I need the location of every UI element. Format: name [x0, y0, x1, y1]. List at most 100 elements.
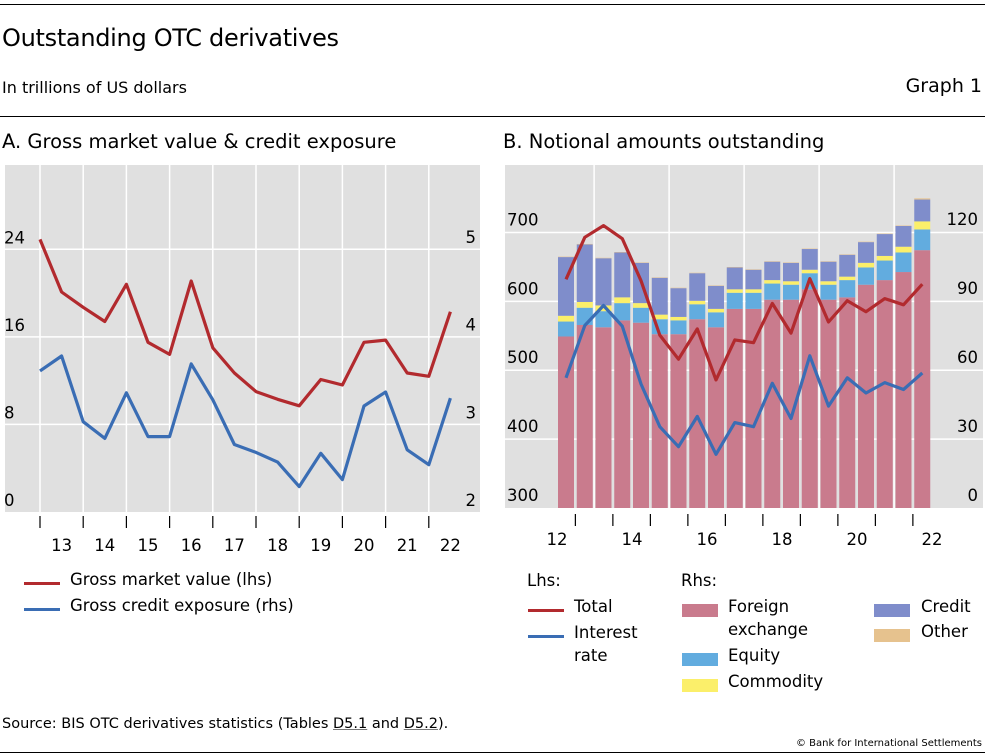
panel-a-left-axis: 0 8 16 24: [4, 228, 25, 510]
y-tick-label-right: 5: [466, 228, 477, 247]
bar-segment-equity: [895, 252, 912, 273]
top-rule: [0, 4, 985, 5]
y-tick-label-right: 2: [466, 491, 477, 510]
legend-label-fx-1: Foreign: [728, 597, 790, 616]
bar-segment-credit: [764, 261, 781, 281]
bar-segment-commodity: [895, 246, 912, 253]
bar-segment-credit: [689, 273, 706, 301]
bar-segment-credit: [801, 249, 818, 270]
bar-segment-credit: [614, 252, 631, 298]
x-tick-label: 12: [547, 530, 568, 549]
bar-segment-foreign-exchange: [801, 289, 818, 508]
source-note: Source: BIS OTC derivatives statistics (…: [2, 716, 448, 732]
panel-b-legend: Lhs: Rhs: Total Interest rate Foreign ex…: [500, 568, 985, 708]
y-tick-label-left: 500: [507, 348, 539, 367]
bar-segment-equity: [745, 292, 762, 309]
bar-segment-commodity: [914, 221, 931, 230]
legend-label-interest-rate-2: rate: [574, 646, 608, 665]
bar-segment-credit: [914, 199, 931, 222]
panel-b-x-axis: 12 14 16 18 20 22: [547, 514, 943, 549]
bar-segment-foreign-exchange: [914, 250, 931, 508]
bar-segment-credit: [595, 258, 612, 306]
bar-segment-foreign-exchange: [595, 327, 612, 508]
legend-swatch-other: [874, 629, 910, 642]
bar-segment-commodity: [876, 255, 893, 261]
header-rule: [0, 116, 985, 117]
legend-line-interest-rate: [528, 635, 564, 638]
bar-segment-commodity: [764, 280, 781, 284]
bar-segment-commodity: [726, 289, 743, 293]
x-tick-label: 22: [440, 536, 461, 555]
panel-b-title: B. Notional amounts outstanding: [503, 130, 825, 153]
y-tick-label-right: 4: [466, 316, 477, 335]
source-link-d5-1[interactable]: D5.1: [333, 716, 368, 732]
bar-segment-equity: [614, 303, 631, 321]
bar-segment-equity: [764, 283, 781, 300]
legend-line-blue: [24, 608, 60, 611]
y-tick-label-right: 0: [968, 486, 979, 505]
bar-segment-foreign-exchange: [708, 327, 724, 508]
bar-segment-equity: [595, 311, 612, 328]
bar-segment-foreign-exchange: [633, 322, 649, 508]
source-link-d5-2[interactable]: D5.2: [403, 716, 438, 732]
x-tick-label: 16: [697, 530, 718, 549]
bar-segment-foreign-exchange: [726, 308, 743, 508]
bar-segment-foreign-exchange: [670, 334, 687, 508]
bar-segment-commodity: [745, 289, 762, 293]
bar-segment-commodity: [689, 300, 706, 305]
bar-segment-commodity: [614, 297, 631, 304]
bar-segment-foreign-exchange: [576, 324, 593, 508]
x-tick-label: 14: [622, 530, 643, 549]
bar-segment-equity: [858, 267, 874, 285]
panel-b-right-axis: 0 30 60 90 120: [947, 210, 979, 505]
legend-label: Gross market value (lhs): [70, 570, 273, 589]
bar-segment-credit: [858, 242, 874, 263]
legend-label-credit: Credit: [921, 597, 971, 616]
bar-segment-equity: [576, 307, 593, 325]
source-mid: and: [367, 716, 404, 732]
bar-segment-foreign-exchange: [614, 320, 631, 508]
x-tick-label: 20: [847, 530, 868, 549]
bar-segment-commodity: [858, 262, 874, 268]
y-tick-label-left: 16: [4, 316, 25, 335]
bar-segment-commodity: [651, 314, 668, 320]
legend-label-other: Other: [921, 622, 968, 641]
x-tick-label: 14: [94, 536, 115, 555]
bar-segment-equity: [689, 304, 706, 320]
x-tick-label: 18: [772, 530, 793, 549]
bar-segment-credit: [783, 262, 799, 282]
bar-segment-commodity: [595, 305, 612, 312]
y-tick-label-left: 24: [4, 228, 25, 247]
bar-segment-credit: [876, 234, 893, 256]
panel-b-chart: 300 400 500 600 700 0 30 60 90 120 12 14 16 18 20 22: [505, 165, 983, 549]
legend-line-total: [528, 609, 564, 612]
source-suffix: ).: [437, 716, 449, 732]
legend-lhs-heading: Lhs:: [527, 571, 561, 590]
y-tick-label-right: 120: [947, 210, 979, 229]
x-tick-label: 18: [267, 536, 288, 555]
bar-segment-commodity: [558, 315, 574, 322]
panel-a-x-axis: 13 14 15 16 17 18 19 20 21 22: [39, 516, 461, 555]
graph-number: Graph 1: [905, 75, 982, 97]
bar-segment-commodity: [670, 316, 687, 321]
panel-a-lines: [38, 238, 452, 489]
bar-segment-credit: [839, 254, 856, 277]
legend-line-red: [24, 582, 60, 585]
bar-segment-credit: [670, 288, 687, 317]
bar-segment-foreign-exchange: [745, 308, 762, 508]
legend-swatch-fx: [682, 604, 718, 617]
bar-segment-credit: [745, 269, 762, 290]
bar-segment-commodity: [708, 308, 724, 313]
bar-segment-commodity: [820, 281, 837, 285]
y-tick-label-right: 3: [466, 403, 477, 422]
legend-label-interest-rate-1: Interest: [574, 623, 638, 642]
x-tick-label: 21: [397, 536, 418, 555]
bar-segment-equity: [726, 292, 743, 309]
bar-segment-equity: [783, 284, 799, 300]
bar-segment-commodity: [783, 281, 799, 285]
bar-segment-foreign-exchange: [783, 299, 799, 508]
y-tick-label-right: 60: [957, 348, 978, 367]
bar-segment-equity: [558, 321, 574, 337]
legend-swatch-commodity: [682, 679, 718, 692]
legend-rhs-heading: Rhs:: [681, 571, 718, 590]
